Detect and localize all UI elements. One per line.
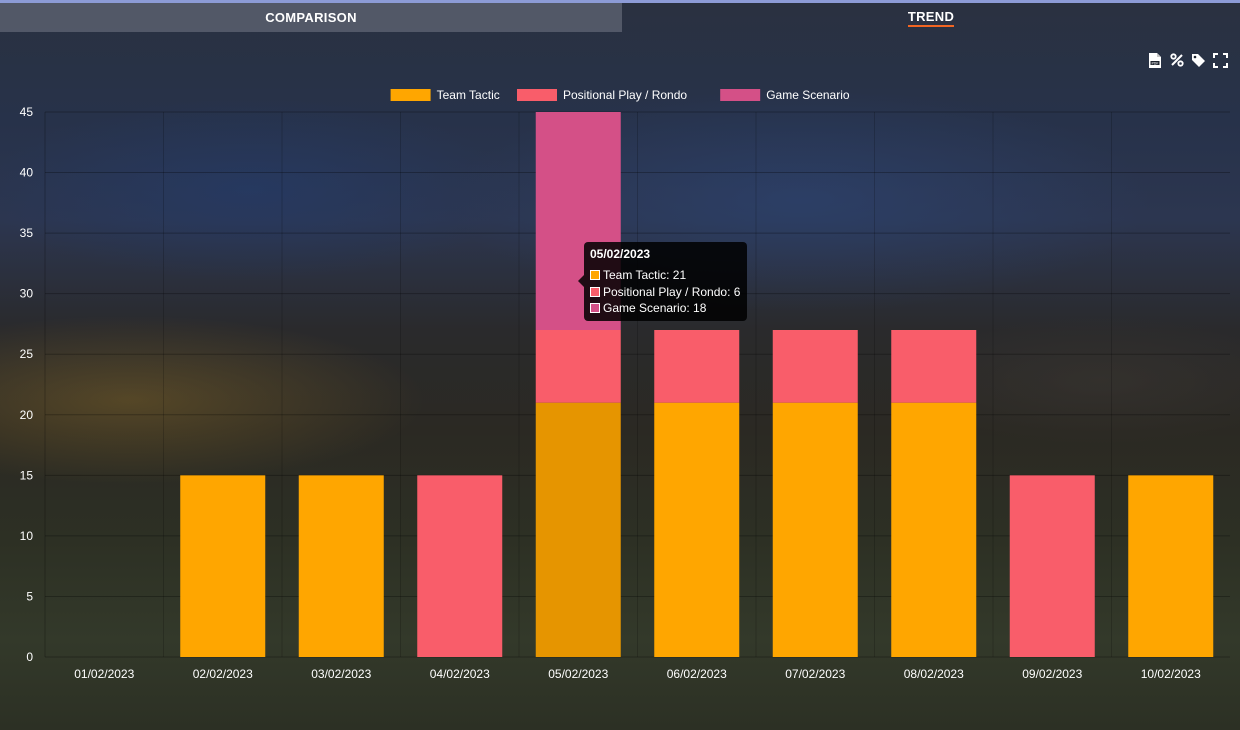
tab-comparison-label: COMPARISON — [265, 10, 357, 25]
y-tick-label: 40 — [20, 166, 34, 180]
y-tick-label: 20 — [20, 408, 34, 422]
y-tick-label: 30 — [20, 287, 34, 301]
svg-text:PDF: PDF — [1151, 61, 1158, 65]
y-tick-label: 45 — [20, 105, 34, 119]
x-tick-label: 04/02/2023 — [430, 667, 490, 681]
y-axis: 0 5 10 15 20 25 30 35 40 45 — [20, 105, 34, 664]
tab-comparison[interactable]: COMPARISON — [0, 3, 622, 32]
x-tick-label: 05/02/2023 — [548, 667, 608, 681]
x-tick-label: 06/02/2023 — [667, 667, 727, 681]
legend-item[interactable]: Team Tactic — [390, 88, 500, 102]
chart-legend: Team Tactic Positional Play / Rondo Game S… — [390, 88, 850, 102]
fullscreen-icon[interactable] — [1213, 52, 1228, 68]
bar-segment[interactable] — [417, 475, 503, 657]
tooltip-row: Team Tactic: 21 — [590, 267, 741, 284]
x-tick-label: 10/02/2023 — [1141, 667, 1201, 681]
y-tick-label: 15 — [20, 468, 34, 482]
tooltip-swatch — [590, 303, 600, 314]
bar-segment[interactable] — [654, 402, 740, 657]
tooltip-row: Positional Play / Rondo: 6 — [590, 284, 741, 301]
chart-bars — [180, 112, 1214, 657]
bar-segment[interactable] — [891, 402, 977, 657]
tooltip-row-label: Team Tactic: 21 — [603, 268, 687, 283]
x-tick-label: 02/02/2023 — [193, 667, 253, 681]
bar-segment[interactable] — [535, 330, 621, 403]
y-tick-label: 25 — [20, 347, 34, 361]
bar-segment[interactable] — [180, 475, 266, 657]
x-tick-label: 01/02/2023 — [74, 667, 134, 681]
tooltip-title: 05/02/2023 — [590, 247, 651, 261]
tooltip-swatch — [590, 270, 600, 281]
legend-item[interactable]: Positional Play / Rondo — [517, 88, 687, 102]
x-tick-label: 08/02/2023 — [904, 667, 964, 681]
y-tick-label: 10 — [20, 529, 34, 543]
legend-label: Game Scenario — [766, 88, 850, 102]
legend-item[interactable]: Game Scenario — [720, 88, 850, 102]
top-accent-line — [0, 0, 1240, 3]
bar-segment[interactable] — [891, 330, 977, 403]
x-tick-label: 07/02/2023 — [785, 667, 845, 681]
tooltip-row: Game Scenario: 18 — [590, 300, 741, 317]
y-tick-label: 35 — [20, 226, 34, 240]
bar-segment[interactable] — [298, 475, 384, 657]
bar-segment[interactable] — [654, 330, 740, 403]
tooltip-swatch — [590, 286, 600, 297]
view-tabs: COMPARISON TREND — [0, 3, 1240, 32]
bar-segment[interactable] — [1009, 475, 1095, 657]
x-tick-label: 03/02/2023 — [311, 667, 371, 681]
tooltip-row-label: Positional Play / Rondo: 6 — [603, 284, 741, 299]
chart-toolbar: PDF — [1147, 52, 1228, 68]
tab-trend-label: TREND — [907, 9, 955, 27]
tooltip-row-label: Game Scenario: 18 — [603, 301, 707, 316]
stacked-bar-chart: Team Tactic Positional Play / Rondo Game S… — [20, 88, 1230, 681]
y-tick-label: 0 — [26, 650, 33, 664]
x-axis: 01/02/2023 02/02/2023 03/02/2023 04/02/2023… — [74, 667, 1201, 681]
tab-trend[interactable]: TREND — [622, 3, 1240, 32]
y-tick-label: 5 — [26, 589, 33, 603]
pdf-icon[interactable]: PDF — [1147, 52, 1162, 68]
x-tick-label: 09/02/2023 — [1022, 667, 1082, 681]
legend-swatch — [390, 89, 431, 101]
percent-icon[interactable] — [1169, 52, 1184, 68]
bar-segment[interactable] — [535, 402, 621, 657]
bar-segment[interactable] — [1128, 475, 1214, 657]
legend-label: Team Tactic — [437, 88, 500, 102]
legend-swatch — [517, 89, 557, 101]
bar-segment[interactable] — [772, 402, 858, 657]
tag-icon[interactable] — [1191, 52, 1206, 68]
legend-label: Positional Play / Rondo — [563, 88, 687, 102]
bar-segment[interactable] — [772, 330, 858, 403]
chart-tooltip: 05/02/2023 Team Tactic: 21 Positional Pl… — [578, 242, 747, 321]
legend-swatch — [720, 89, 761, 101]
